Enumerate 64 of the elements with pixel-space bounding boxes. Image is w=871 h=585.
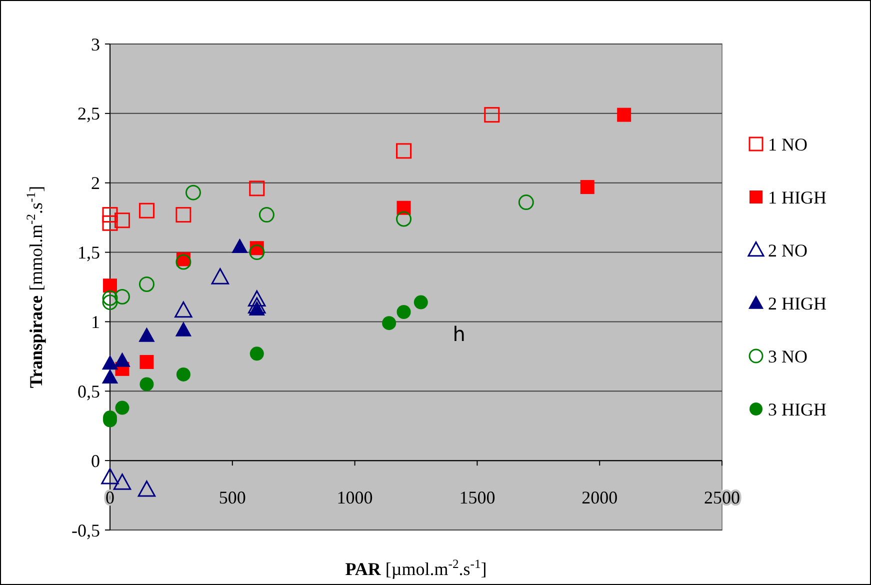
point	[115, 400, 130, 415]
point	[617, 108, 632, 122]
y-tick-label: 2,5	[78, 104, 100, 124]
y-tick-label: 1	[91, 312, 100, 332]
point	[396, 211, 412, 227]
point	[103, 278, 117, 293]
point	[102, 207, 118, 223]
point	[414, 295, 428, 310]
point	[138, 202, 154, 218]
legend-label: 3 NO	[768, 346, 808, 366]
point	[140, 377, 154, 392]
point	[113, 474, 132, 490]
point	[102, 290, 118, 306]
y-tick-label: 0	[91, 450, 100, 471]
x-tick-label: 2000	[582, 488, 618, 508]
point	[249, 244, 265, 260]
point	[176, 367, 190, 382]
point	[232, 238, 248, 254]
point	[114, 352, 130, 367]
y-tick-label: 1,5	[78, 242, 100, 263]
point	[174, 301, 192, 318]
point	[396, 304, 411, 319]
y-tick-label: 0,5	[78, 381, 100, 402]
point	[396, 143, 412, 159]
point	[102, 368, 118, 384]
point	[185, 184, 201, 200]
point	[250, 346, 264, 361]
legend-label: 3 HIGH	[768, 399, 826, 420]
point	[248, 297, 266, 314]
legend-label: 2 HIGH	[768, 293, 826, 314]
point	[102, 354, 118, 370]
legend-label: 1 HIGH	[768, 187, 826, 208]
point	[114, 212, 130, 228]
point	[138, 276, 154, 292]
point	[248, 300, 265, 316]
legend-label: 1 NO	[768, 134, 808, 154]
point	[176, 254, 192, 270]
x-tick-label: 1000	[336, 488, 373, 508]
point	[138, 480, 156, 497]
point	[249, 180, 265, 196]
point	[175, 322, 192, 336]
x-tick-label: 1500	[459, 488, 496, 508]
point	[211, 268, 230, 284]
annotation: h	[452, 322, 466, 346]
point	[102, 294, 118, 310]
point	[176, 207, 192, 223]
x-tick-label: 500	[218, 488, 246, 508]
y-tick-label: -0,5	[72, 520, 100, 540]
point	[382, 316, 396, 330]
x-tick-label: 2500	[704, 488, 740, 508]
point	[484, 107, 500, 123]
point	[140, 354, 154, 369]
y-tick-label: 3	[91, 34, 100, 54]
y-tick-label: 2	[91, 173, 100, 194]
point	[248, 290, 266, 307]
point	[518, 194, 534, 210]
legend-label: 2 NO	[768, 240, 808, 260]
point	[138, 327, 155, 342]
point	[580, 180, 594, 194]
point	[102, 215, 118, 231]
point	[101, 468, 119, 484]
x-axis-title: PAR [µmol.m$^{-2}$.s$^{-1}$]	[345, 557, 487, 579]
point	[258, 207, 274, 223]
point	[114, 288, 130, 304]
